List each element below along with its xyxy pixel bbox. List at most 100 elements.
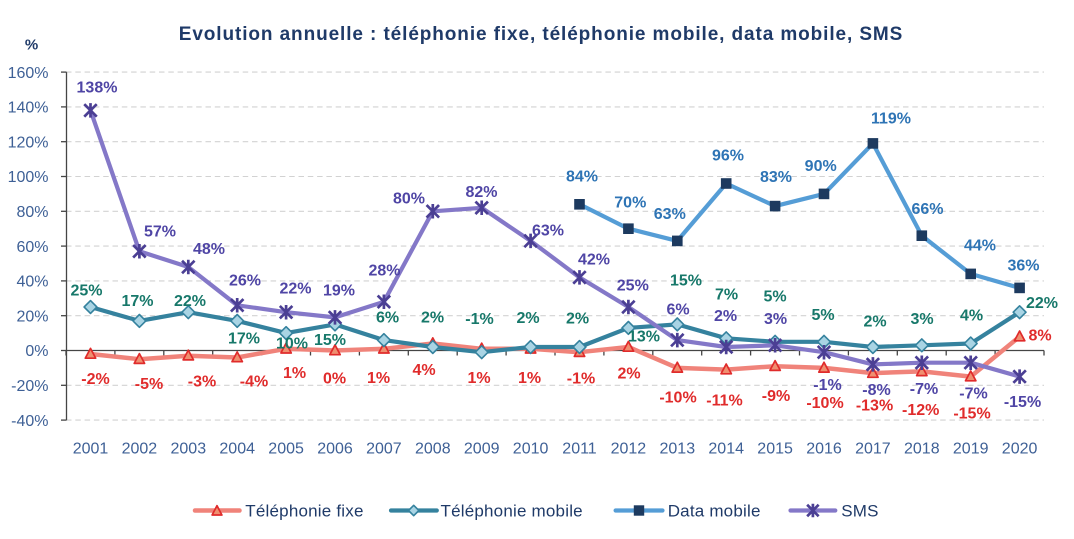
svg-text:20%: 20% xyxy=(16,308,48,325)
svg-text:44%: 44% xyxy=(964,238,996,255)
svg-text:119%: 119% xyxy=(871,111,911,128)
svg-text:2%: 2% xyxy=(421,310,444,327)
svg-text:-20%: -20% xyxy=(11,378,48,395)
svg-text:8%: 8% xyxy=(1028,328,1051,345)
svg-text:5%: 5% xyxy=(763,289,786,306)
svg-text:2010: 2010 xyxy=(513,441,549,458)
svg-text:4%: 4% xyxy=(412,362,435,379)
svg-text:5%: 5% xyxy=(811,307,834,324)
svg-text:2009: 2009 xyxy=(464,441,500,458)
svg-text:66%: 66% xyxy=(911,201,943,218)
svg-text:-2%: -2% xyxy=(81,371,109,388)
svg-text:-1%: -1% xyxy=(567,371,595,388)
svg-text:-13%: -13% xyxy=(856,398,893,415)
svg-text:2013: 2013 xyxy=(660,441,696,458)
svg-text:40%: 40% xyxy=(16,274,48,291)
svg-text:2006: 2006 xyxy=(317,441,353,458)
svg-text:-9%: -9% xyxy=(762,388,790,405)
svg-text:SMS: SMS xyxy=(841,501,878,520)
svg-text:25%: 25% xyxy=(70,283,102,300)
svg-text:84%: 84% xyxy=(566,169,598,186)
svg-text:2%: 2% xyxy=(566,311,589,328)
svg-text:Evolution annuelle : téléphoni: Evolution annuelle : téléphonie fixe, té… xyxy=(179,24,903,45)
svg-text:19%: 19% xyxy=(323,283,355,300)
svg-text:1%: 1% xyxy=(467,370,490,387)
svg-text:70%: 70% xyxy=(614,195,646,212)
svg-text:-7%: -7% xyxy=(959,386,987,403)
svg-text:17%: 17% xyxy=(228,331,260,348)
svg-text:83%: 83% xyxy=(760,169,792,186)
svg-text:2%: 2% xyxy=(714,308,737,325)
svg-text:6%: 6% xyxy=(666,302,689,319)
svg-text:2019: 2019 xyxy=(953,441,989,458)
svg-text:80%: 80% xyxy=(16,204,48,221)
svg-text:4%: 4% xyxy=(960,308,983,325)
svg-text:-8%: -8% xyxy=(862,382,890,399)
svg-text:100%: 100% xyxy=(8,169,49,186)
svg-text:1%: 1% xyxy=(518,370,541,387)
svg-text:-1%: -1% xyxy=(465,311,493,328)
svg-text:138%: 138% xyxy=(77,80,118,97)
svg-text:96%: 96% xyxy=(712,148,744,165)
svg-text:2020: 2020 xyxy=(1002,441,1038,458)
svg-text:2003: 2003 xyxy=(171,441,207,458)
svg-text:25%: 25% xyxy=(617,278,649,295)
svg-text:-10%: -10% xyxy=(659,390,696,407)
svg-text:120%: 120% xyxy=(8,134,49,151)
svg-text:36%: 36% xyxy=(1007,258,1039,275)
svg-text:80%: 80% xyxy=(393,191,425,208)
svg-text:-15%: -15% xyxy=(1004,394,1041,411)
svg-text:10%: 10% xyxy=(276,336,308,353)
svg-text:0%: 0% xyxy=(323,371,346,388)
svg-text:Téléphonie mobile: Téléphonie mobile xyxy=(441,501,583,520)
svg-text:-4%: -4% xyxy=(240,374,268,391)
svg-text:1%: 1% xyxy=(283,365,306,382)
svg-text:-10%: -10% xyxy=(806,395,843,412)
svg-text:6%: 6% xyxy=(376,310,399,327)
svg-text:2011: 2011 xyxy=(562,441,597,458)
svg-text:15%: 15% xyxy=(670,273,702,290)
svg-text:2%: 2% xyxy=(863,314,886,331)
svg-text:2018: 2018 xyxy=(904,441,940,458)
svg-text:26%: 26% xyxy=(229,273,261,290)
svg-text:22%: 22% xyxy=(174,293,206,310)
svg-text:22%: 22% xyxy=(279,281,311,298)
svg-text:57%: 57% xyxy=(144,224,176,241)
svg-text:3%: 3% xyxy=(910,311,933,328)
svg-text:60%: 60% xyxy=(16,239,48,256)
svg-text:17%: 17% xyxy=(121,293,153,310)
svg-text:2%: 2% xyxy=(617,366,640,383)
svg-text:42%: 42% xyxy=(578,252,610,269)
svg-text:-1%: -1% xyxy=(813,377,841,394)
svg-text:82%: 82% xyxy=(465,184,497,201)
svg-text:-11%: -11% xyxy=(706,393,742,410)
svg-text:-15%: -15% xyxy=(953,406,990,423)
svg-text:-5%: -5% xyxy=(135,376,163,393)
svg-text:-3%: -3% xyxy=(188,374,216,391)
svg-text:2001: 2001 xyxy=(73,441,109,458)
svg-text:140%: 140% xyxy=(8,100,49,117)
svg-text:-7%: -7% xyxy=(910,381,938,398)
svg-text:0%: 0% xyxy=(25,343,48,360)
svg-text:2004: 2004 xyxy=(219,441,255,458)
svg-text:2015: 2015 xyxy=(757,441,793,458)
svg-text:90%: 90% xyxy=(805,158,837,175)
svg-text:63%: 63% xyxy=(654,206,686,223)
svg-text:48%: 48% xyxy=(193,241,225,258)
svg-text:Téléphonie fixe: Téléphonie fixe xyxy=(245,501,363,520)
svg-text:1%: 1% xyxy=(367,370,390,387)
svg-text:2017: 2017 xyxy=(855,441,891,458)
svg-text:2002: 2002 xyxy=(122,441,158,458)
svg-text:22%: 22% xyxy=(1026,295,1058,312)
svg-text:Data mobile: Data mobile xyxy=(668,501,761,520)
svg-text:2005: 2005 xyxy=(268,441,304,458)
svg-text:2008: 2008 xyxy=(415,441,451,458)
svg-text:-12%: -12% xyxy=(902,402,939,419)
svg-text:2007: 2007 xyxy=(366,441,402,458)
svg-text:3%: 3% xyxy=(764,311,787,328)
svg-text:%: % xyxy=(25,37,38,54)
svg-text:160%: 160% xyxy=(8,65,49,82)
svg-text:63%: 63% xyxy=(532,223,564,240)
svg-text:2012: 2012 xyxy=(611,441,647,458)
svg-text:2016: 2016 xyxy=(806,441,842,458)
